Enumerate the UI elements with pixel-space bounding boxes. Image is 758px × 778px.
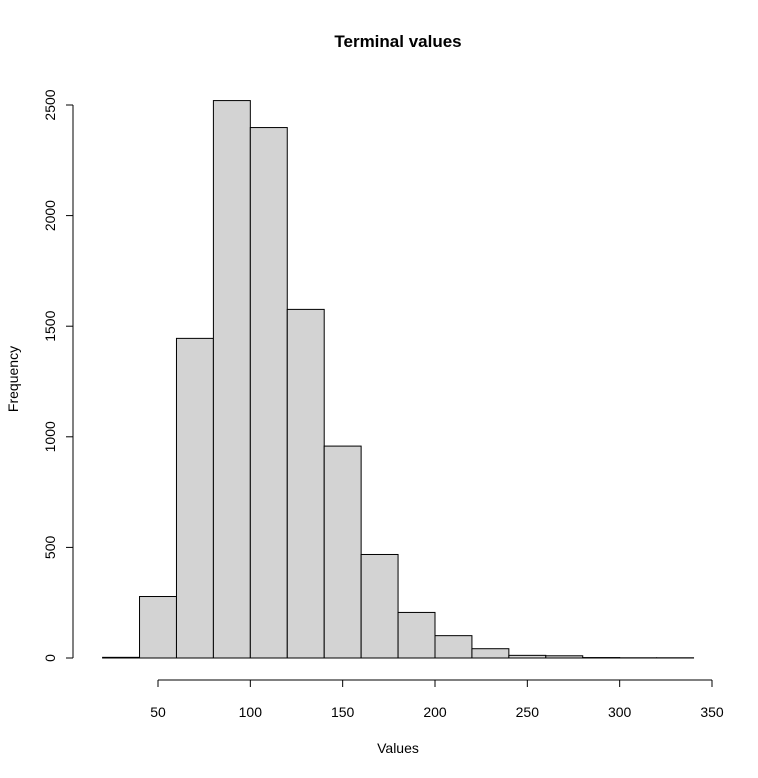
histogram-bar-20-40 [102,656,141,659]
x-tick-label: 150 [331,704,355,720]
histogram-bar-60-80 [175,337,214,659]
y-tick-label: 2500 [42,89,58,120]
y-tick-label: 500 [42,536,58,560]
x-axis: 50 100 150 200 250 300 350 [150,679,724,720]
histogram-bar-160-180 [360,553,399,659]
y-tick-label: 1000 [42,421,58,452]
x-tick-label: 250 [516,704,540,720]
y-axis: 0 500 1000 1500 2000 2500 [42,89,74,662]
x-axis-label: Values [377,740,419,756]
x-tick-label: 200 [423,704,447,720]
histogram-bar-240-260 [508,654,547,659]
chart-title: Terminal values [334,32,461,51]
histogram-bar-80-100 [212,100,251,659]
histogram-bar-140-160 [323,445,362,659]
x-tick-label: 350 [700,704,724,720]
y-axis-label: Frequency [5,346,21,412]
y-tick-label: 2000 [42,200,58,231]
histogram-bar-260-280 [545,655,584,659]
histogram-bar-180-200 [397,611,436,659]
histogram-bar-220-240 [471,648,510,659]
histogram-bar-120-140 [286,308,325,659]
x-tick-label: 100 [239,704,263,720]
histogram-bar-100-120 [249,127,288,659]
x-tick-label: 300 [608,704,632,720]
histogram-bars [102,100,695,659]
y-tick-label: 1500 [42,310,58,341]
x-tick-label: 50 [150,704,166,720]
histogram-bar-200-220 [434,635,473,659]
y-tick-label: 0 [42,654,58,662]
histogram-bar-40-60 [139,596,177,659]
